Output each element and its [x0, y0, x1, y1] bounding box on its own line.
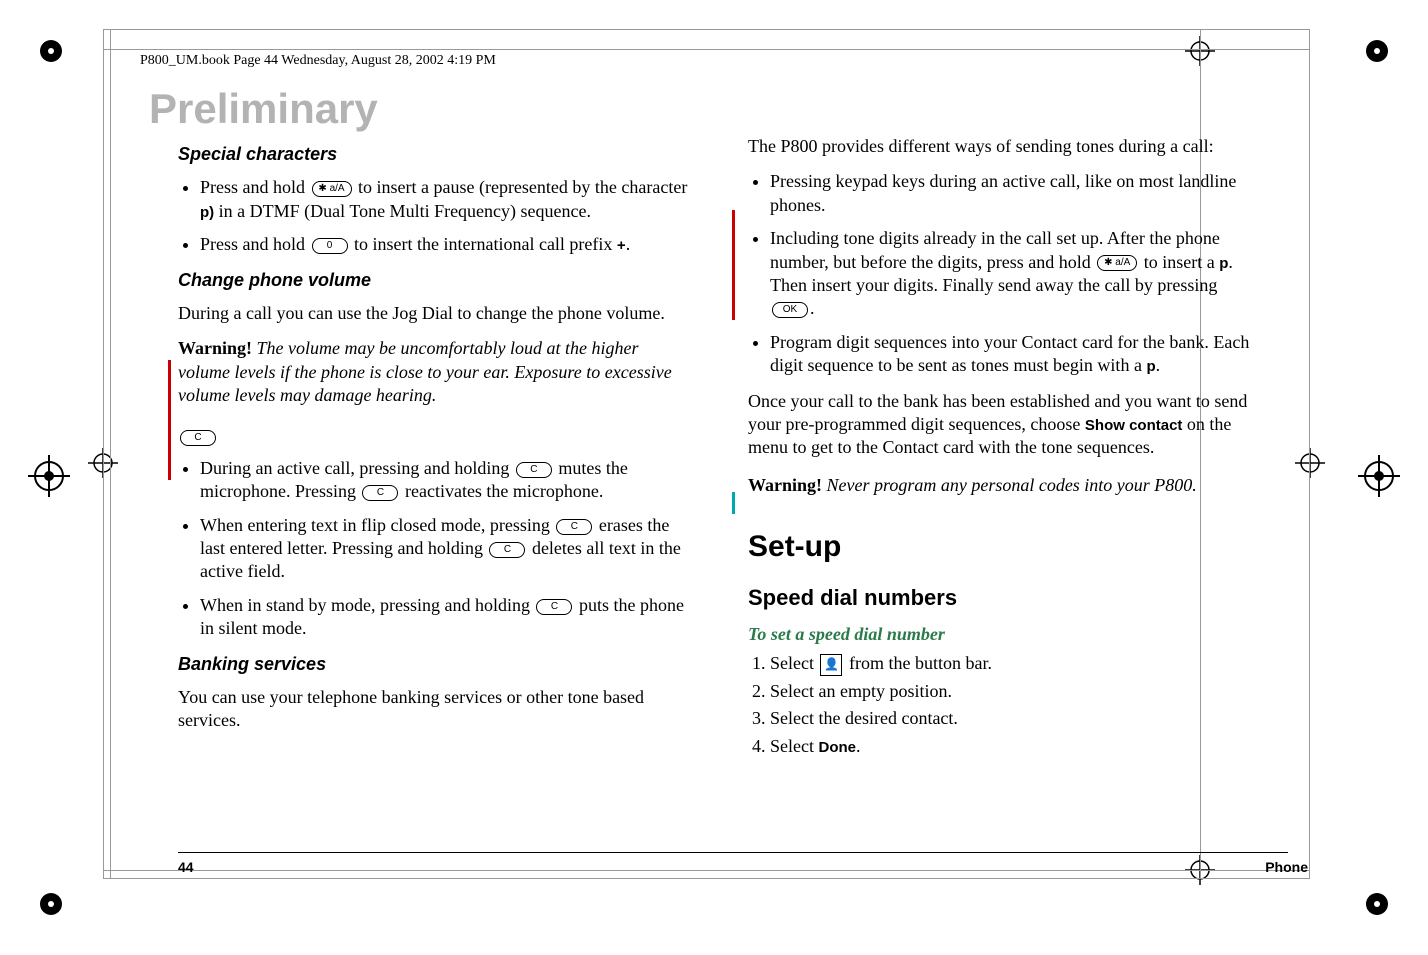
- warning-volume: Warning! The volume may be uncomfortably…: [178, 337, 688, 407]
- heading-special-characters: Special characters: [178, 143, 688, 166]
- para-banking: You can use your telephone banking servi…: [178, 686, 688, 733]
- heading-setup: Set-up: [748, 527, 1258, 566]
- key-c-standalone: C: [180, 430, 216, 446]
- heading-speed-dial: Speed dial numbers: [748, 584, 1258, 613]
- bullet-intl-prefix: Press and hold 0 to insert the internati…: [200, 233, 688, 256]
- heading-to-set: To set a speed dial number: [748, 623, 1258, 646]
- key-zero: 0: [312, 238, 348, 254]
- key-star: ✱ a/A: [312, 181, 352, 197]
- page-header: P800_UM.book Page 44 Wednesday, August 2…: [140, 53, 496, 69]
- bullet-tone-setup: Including tone digits already in the cal…: [770, 227, 1258, 321]
- reg-dot-br: [1366, 893, 1388, 915]
- bullet-program-seq: Program digit sequences into your Contac…: [770, 331, 1258, 378]
- step-3: Select the desired contact.: [770, 707, 1258, 730]
- key-c-5: C: [536, 599, 572, 615]
- bullet-keypad: Pressing keypad keys during an active ca…: [770, 170, 1258, 217]
- step-2: Select an empty position.: [770, 680, 1258, 703]
- footer-rule: [178, 852, 1288, 853]
- footer-page-number: 44: [178, 859, 194, 875]
- para-volume: During a call you can use the Jog Dial t…: [178, 302, 688, 325]
- bullet-erase: When entering text in flip closed mode, …: [200, 514, 688, 584]
- bullet-mute: During an active call, pressing and hold…: [200, 457, 688, 504]
- para-intro: The P800 provides different ways of send…: [748, 135, 1258, 158]
- key-ok: OK: [772, 302, 808, 318]
- contacts-icon: 👤: [820, 654, 842, 676]
- para-once-call: Once your call to the bank has been esta…: [748, 390, 1258, 460]
- reg-mark-left: [28, 455, 70, 497]
- step-4: Select Done.: [770, 735, 1258, 758]
- reg-dot-tl: [40, 40, 62, 62]
- footer-section: Phone: [1265, 859, 1308, 875]
- warning-codes: Warning! Never program any personal code…: [748, 474, 1258, 497]
- reg-dot-tr: [1366, 40, 1388, 62]
- guide-top: [103, 49, 1310, 50]
- heading-change-volume: Change phone volume: [178, 269, 688, 292]
- key-c-3: C: [556, 519, 592, 535]
- changebar-1: [168, 360, 171, 480]
- bullet-pause: Press and hold ✱ a/A to insert a pause (…: [200, 176, 688, 223]
- bullet-silent: When in stand by mode, pressing and hold…: [200, 594, 688, 641]
- key-c-2: C: [362, 485, 398, 501]
- reg-dot-bl: [40, 893, 62, 915]
- left-column: Special characters Press and hold ✱ a/A …: [178, 135, 688, 766]
- key-c-1: C: [516, 462, 552, 478]
- watermark-text: Preliminary: [149, 85, 378, 133]
- heading-banking: Banking services: [178, 653, 688, 676]
- right-column: The P800 provides different ways of send…: [748, 135, 1258, 766]
- key-star-2: ✱ a/A: [1097, 255, 1137, 271]
- footer: 44 Phone: [178, 859, 1308, 875]
- key-c-4: C: [489, 542, 525, 558]
- reg-mark-right: [1358, 455, 1400, 497]
- guide-left: [110, 29, 111, 879]
- step-1: Select 👤 from the button bar.: [770, 652, 1258, 676]
